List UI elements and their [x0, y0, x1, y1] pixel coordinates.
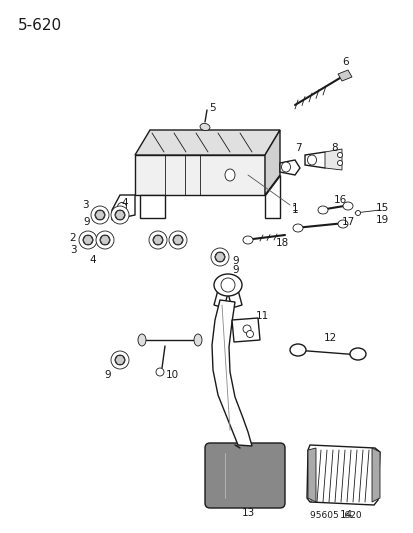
Ellipse shape — [214, 274, 242, 296]
Polygon shape — [112, 195, 135, 220]
Ellipse shape — [111, 206, 129, 224]
Ellipse shape — [289, 344, 305, 356]
Polygon shape — [135, 155, 264, 195]
Text: 11: 11 — [255, 311, 268, 321]
Ellipse shape — [79, 231, 97, 249]
Text: 3: 3 — [81, 200, 88, 210]
Text: 13: 13 — [241, 508, 254, 518]
Ellipse shape — [149, 231, 166, 249]
Text: 5-620: 5-620 — [18, 18, 62, 33]
Text: 15: 15 — [375, 203, 388, 213]
Text: 9: 9 — [232, 265, 239, 275]
Polygon shape — [140, 195, 165, 218]
Ellipse shape — [111, 351, 129, 369]
Polygon shape — [304, 152, 331, 168]
Ellipse shape — [221, 278, 235, 292]
Polygon shape — [153, 236, 163, 244]
Ellipse shape — [169, 231, 187, 249]
Ellipse shape — [224, 169, 235, 181]
Ellipse shape — [91, 206, 109, 224]
Text: 4: 4 — [90, 255, 96, 265]
Ellipse shape — [199, 124, 209, 131]
Polygon shape — [228, 290, 242, 308]
Ellipse shape — [117, 203, 126, 212]
Ellipse shape — [337, 160, 342, 166]
Ellipse shape — [246, 330, 253, 337]
Ellipse shape — [214, 252, 224, 262]
Polygon shape — [264, 130, 279, 195]
Ellipse shape — [355, 211, 360, 215]
Ellipse shape — [307, 155, 316, 165]
Ellipse shape — [242, 325, 250, 333]
Text: 9: 9 — [104, 370, 111, 380]
Ellipse shape — [349, 348, 365, 360]
Polygon shape — [306, 445, 379, 505]
Polygon shape — [264, 175, 279, 218]
Text: 1: 1 — [291, 203, 298, 213]
Ellipse shape — [156, 368, 164, 376]
Text: 2: 2 — [69, 233, 76, 243]
Polygon shape — [83, 236, 93, 244]
Ellipse shape — [95, 210, 105, 220]
Text: 1: 1 — [291, 205, 298, 215]
Ellipse shape — [342, 202, 352, 210]
Polygon shape — [135, 130, 279, 155]
Polygon shape — [231, 318, 259, 342]
Text: 12: 12 — [323, 333, 336, 343]
Polygon shape — [324, 149, 341, 170]
Polygon shape — [214, 290, 228, 308]
Text: 16: 16 — [332, 195, 346, 205]
Polygon shape — [279, 160, 299, 175]
Polygon shape — [371, 448, 379, 502]
Ellipse shape — [317, 206, 327, 214]
Polygon shape — [115, 356, 125, 365]
Text: 19: 19 — [375, 215, 388, 225]
Ellipse shape — [194, 334, 202, 346]
Text: 18: 18 — [275, 238, 288, 248]
Ellipse shape — [83, 235, 93, 245]
Text: 4: 4 — [121, 198, 128, 208]
Text: 17: 17 — [341, 217, 354, 227]
Ellipse shape — [292, 224, 302, 232]
Polygon shape — [307, 448, 315, 502]
Ellipse shape — [211, 248, 228, 266]
Text: 5: 5 — [209, 103, 216, 113]
Ellipse shape — [96, 231, 114, 249]
Ellipse shape — [100, 235, 110, 245]
FancyBboxPatch shape — [204, 443, 284, 508]
Polygon shape — [211, 300, 252, 446]
Ellipse shape — [115, 355, 125, 365]
Text: 6: 6 — [342, 57, 349, 67]
Ellipse shape — [115, 210, 125, 220]
Polygon shape — [95, 211, 105, 220]
Polygon shape — [100, 236, 110, 244]
Polygon shape — [337, 70, 351, 81]
Ellipse shape — [281, 162, 290, 172]
Ellipse shape — [138, 334, 146, 346]
Text: 10: 10 — [165, 370, 178, 380]
Polygon shape — [115, 211, 125, 220]
Text: 9: 9 — [232, 256, 239, 266]
Ellipse shape — [242, 236, 252, 244]
Text: 95605  620: 95605 620 — [309, 511, 361, 520]
Text: 14: 14 — [339, 510, 352, 520]
Text: 3: 3 — [69, 245, 76, 255]
Polygon shape — [173, 236, 183, 244]
Ellipse shape — [153, 235, 163, 245]
Polygon shape — [214, 253, 224, 261]
Text: 8: 8 — [331, 143, 337, 153]
Ellipse shape — [173, 235, 183, 245]
Text: 9: 9 — [83, 217, 90, 227]
Text: 7: 7 — [294, 143, 301, 153]
Ellipse shape — [337, 220, 347, 228]
Ellipse shape — [337, 152, 342, 157]
